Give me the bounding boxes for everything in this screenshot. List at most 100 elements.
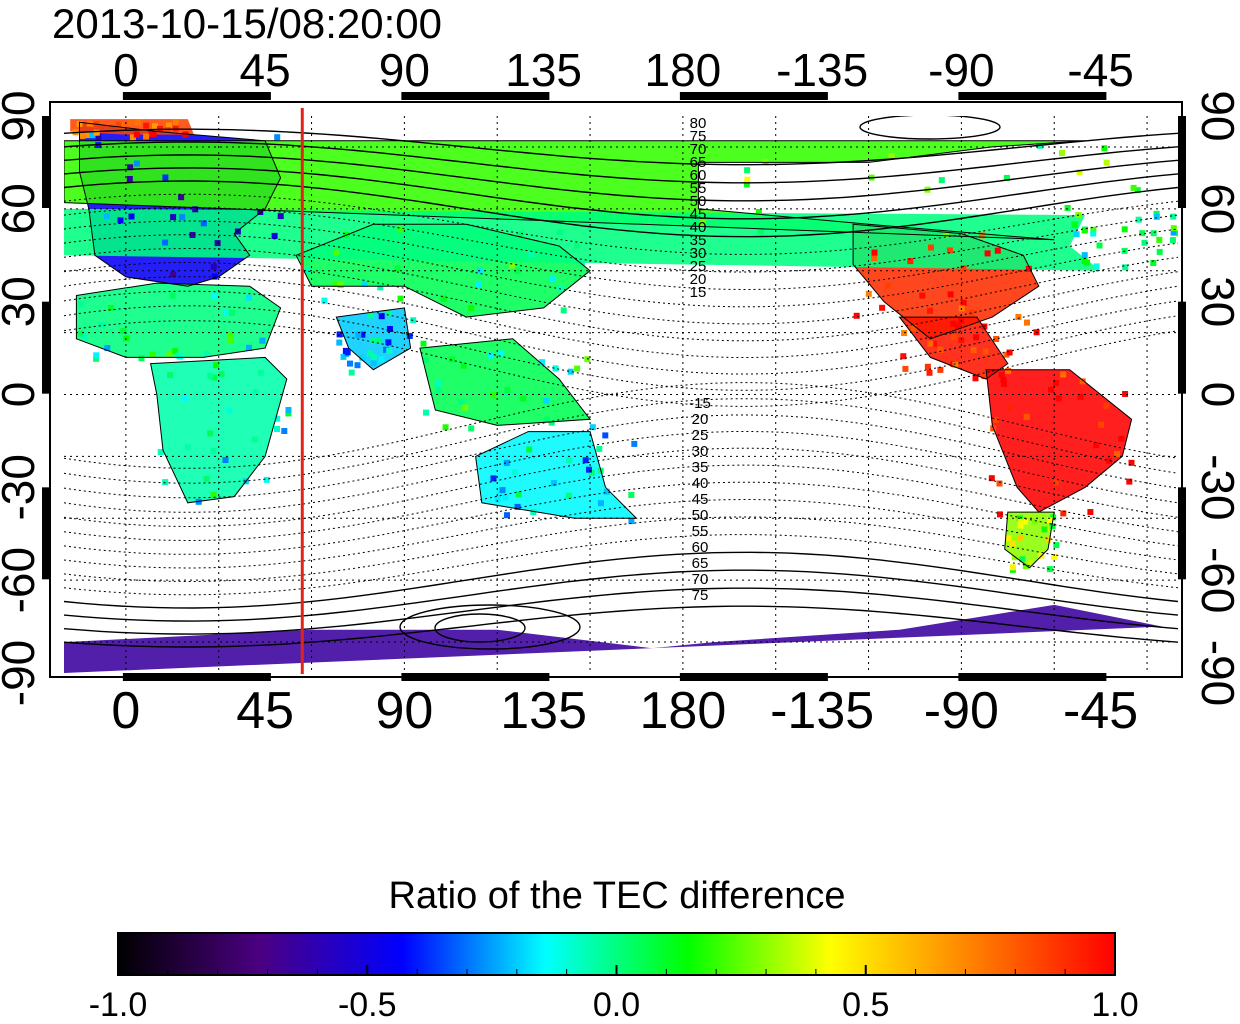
tec-pixel [744, 167, 751, 174]
tec-pixel [1059, 150, 1065, 156]
tec-pixel [164, 127, 171, 134]
top-lon-label: 45 [240, 44, 291, 96]
tec-pixel [984, 250, 991, 257]
tec-pixel [385, 339, 392, 346]
tec-pixel [192, 206, 199, 213]
map-panel: 8075706560555045403530252015-15202530354… [42, 92, 1186, 681]
coastline-south-america [985, 369, 1133, 513]
tec-pixel [981, 323, 988, 330]
tec-pixel [947, 291, 954, 298]
contour-label: 25 [690, 258, 707, 275]
tec-pixel [1017, 518, 1024, 525]
contour-label: 75 [692, 587, 709, 604]
tec-pixel [129, 134, 136, 141]
tec-pixel [1048, 386, 1054, 393]
tec-pixel [1118, 435, 1125, 442]
coastline-asia [295, 223, 591, 318]
tec-pixel [1098, 421, 1105, 428]
tec-pixel [222, 309, 229, 316]
tec-pixel [149, 351, 156, 358]
tec-pixel [277, 213, 284, 220]
tec-pixel [172, 348, 179, 355]
magnetic-contour [64, 220, 1178, 291]
tec-pixel [1081, 227, 1088, 234]
top-lon-label: 135 [505, 44, 582, 96]
region-antarctica [64, 604, 1163, 673]
magnetic-contour [64, 534, 1178, 596]
left-lat-label: 60 [0, 183, 44, 234]
tec-pixel [551, 480, 558, 487]
left-lat-label: -30 [0, 454, 44, 520]
tec-pixel [210, 491, 217, 498]
tec-pixel [865, 290, 872, 297]
tec-pixel [1090, 230, 1097, 237]
magnetic-contour-lines [64, 116, 1178, 650]
tec-pixel [200, 220, 207, 227]
left-lat-label: 90 [0, 90, 44, 141]
tec-pixel [1084, 259, 1090, 266]
tec-pixel [560, 307, 567, 314]
tec-pixel [1153, 213, 1160, 220]
contour-label: 20 [690, 271, 707, 288]
tec-pixel [337, 282, 344, 289]
magnetic-contour [64, 305, 1178, 391]
tec-pixel [1000, 376, 1007, 383]
tec-pixel [1003, 174, 1010, 181]
colorbar-tick-label: -1.0 [89, 986, 148, 1024]
tec-pixel [926, 369, 933, 376]
magnetic-contour [64, 247, 1178, 325]
magnetic-contour [64, 276, 1178, 358]
colorbar-title: Ratio of the TEC difference [389, 875, 846, 917]
tec-pixel [1141, 239, 1148, 246]
tec-pixel [115, 121, 122, 128]
tec-pixel [1170, 225, 1177, 232]
tec-pixel [498, 350, 505, 357]
tec-pixel [336, 331, 343, 338]
tec-pixel [178, 194, 185, 201]
magnetic-contour [64, 569, 1178, 622]
tec-pixel [93, 355, 100, 362]
tec-pixel [170, 271, 177, 278]
magnetic-contour [64, 167, 1178, 220]
tec-pixel [996, 480, 1003, 487]
tec-pixel [871, 255, 878, 261]
tec-pixel [487, 352, 494, 359]
tec-pixel [184, 444, 191, 451]
frame-bar [42, 487, 50, 580]
bottom-lon-label: 180 [640, 682, 727, 740]
tec-pixel [210, 447, 217, 454]
tec-pixel [490, 392, 497, 399]
tec-pixel [442, 424, 449, 431]
frame-bar [122, 673, 271, 681]
colorbar-tick-label: -0.5 [338, 986, 397, 1024]
tec-pixel [1077, 393, 1084, 400]
top-lon-label: -135 [776, 44, 868, 96]
tec-pixel [435, 386, 442, 393]
contour-label: 60 [692, 539, 709, 556]
tec-pixel [98, 321, 105, 328]
tec-pixel [475, 281, 482, 288]
tec-pixel [973, 334, 980, 341]
tec-pixel [937, 346, 944, 353]
magnetic-contour [64, 498, 1178, 569]
bottom-lon-label: 90 [375, 682, 433, 740]
region-north-atlantic [64, 208, 1101, 271]
tec-pixel [602, 432, 609, 439]
tec-pixel [211, 292, 218, 299]
coastline-europe [79, 121, 282, 287]
tec-pixel [574, 242, 581, 249]
right-lat-label: 0 [1192, 382, 1240, 408]
frame-bar [401, 673, 550, 681]
tec-pixel [757, 228, 764, 235]
tec-pixel [172, 125, 179, 132]
tec-pixel [207, 430, 214, 437]
tec-pixel [246, 344, 252, 351]
tec-pixel [406, 332, 413, 339]
coastline-africa [149, 356, 288, 504]
tec-pixel [1126, 478, 1133, 485]
tec-pixel [370, 337, 377, 344]
right-lat-label: -60 [1192, 547, 1240, 613]
bottom-longitude-axis: 0 45 90 135 180 -135 -90 -45 [111, 682, 1138, 740]
tec-pixel [628, 492, 635, 498]
left-lat-label: -60 [0, 547, 44, 613]
